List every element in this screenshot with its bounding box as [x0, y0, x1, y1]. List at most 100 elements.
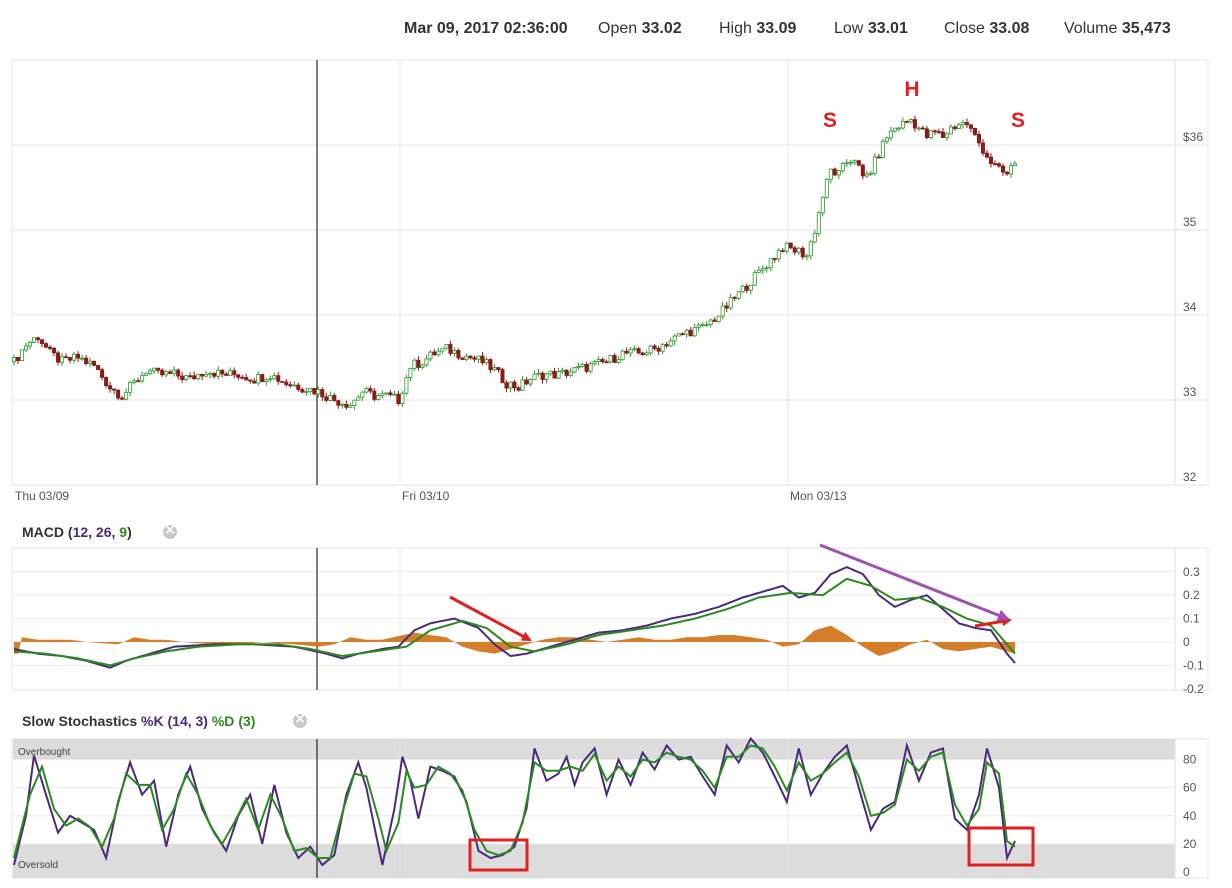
- candle: [536, 368, 541, 377]
- macd-y-tick-label: 0.2: [1183, 588, 1200, 602]
- candle: [408, 367, 413, 382]
- volume-readout: Volume 35,473: [1064, 20, 1171, 37]
- candle: [28, 340, 33, 350]
- candle: [180, 371, 185, 383]
- candle: [496, 366, 501, 373]
- candle: [464, 353, 469, 361]
- candle: [504, 380, 509, 393]
- candle: [712, 317, 717, 323]
- candle: [516, 386, 521, 392]
- candle: [628, 346, 633, 357]
- candle: [956, 123, 961, 130]
- price-y-tick-label: $36: [1183, 130, 1203, 144]
- candle: [108, 381, 113, 393]
- oversold-highlight-box: [967, 826, 1035, 867]
- candle: [76, 351, 81, 363]
- stochastics-panel-title: Slow Stochastics %K (14, 3) %D (3): [22, 713, 256, 729]
- candle: [32, 337, 37, 344]
- candle: [252, 377, 257, 384]
- candle: [592, 360, 597, 366]
- candle: [60, 352, 65, 366]
- candle: [996, 162, 1001, 168]
- candle: [420, 363, 425, 370]
- candle: [740, 284, 745, 294]
- candle: [448, 340, 453, 357]
- candle: [788, 242, 793, 250]
- candle: [440, 347, 445, 354]
- candle: [900, 117, 905, 130]
- candle: [600, 357, 605, 364]
- candle: [472, 355, 477, 363]
- candle: [120, 395, 125, 401]
- candle: [568, 367, 573, 378]
- candle: [652, 344, 657, 351]
- candle: [760, 264, 765, 274]
- candle: [492, 364, 497, 372]
- candle: [224, 372, 229, 376]
- candle: [528, 378, 533, 387]
- price-x-tick-label: Fri 03/10: [402, 489, 450, 503]
- candle: [164, 369, 169, 378]
- candle: [356, 395, 361, 401]
- price-panel[interactable]: $36 35 34 33 32 Thu 03/09 Fri 03/10 Mon 03/13: [11, 59, 1209, 503]
- candle: [416, 356, 421, 371]
- candle: [112, 388, 117, 395]
- candle: [348, 403, 353, 409]
- candle: [640, 351, 645, 356]
- overbought-label: Overbought: [18, 747, 70, 758]
- candle: [736, 290, 741, 301]
- candle: [476, 355, 481, 364]
- stochastics-panel[interactable]: Overbought Oversold 80 60 40 20 0: [11, 736, 1209, 880]
- candle: [384, 392, 389, 396]
- candle: [80, 354, 85, 361]
- candle: [52, 346, 57, 357]
- macd-remove-icon[interactable]: [163, 522, 177, 539]
- candle: [372, 387, 377, 402]
- candle: [532, 370, 537, 380]
- candle: [260, 373, 265, 382]
- candle: [872, 153, 877, 176]
- candle: [272, 372, 277, 381]
- candle: [380, 390, 385, 399]
- stochastics-remove-icon[interactable]: [293, 711, 307, 728]
- candle: [732, 295, 737, 302]
- candle: [552, 367, 557, 379]
- candle: [664, 341, 669, 349]
- candle: [888, 126, 893, 141]
- candle: [784, 241, 789, 254]
- candle: [752, 270, 757, 286]
- candle: [300, 387, 305, 394]
- candle: [11, 354, 16, 366]
- candle: [460, 357, 465, 360]
- candle: [856, 159, 861, 167]
- candle: [728, 293, 733, 310]
- candle: [780, 247, 785, 253]
- candle: [376, 393, 381, 401]
- candle: [424, 354, 429, 367]
- price-y-tick-label: 35: [1183, 215, 1197, 229]
- candle: [772, 257, 777, 263]
- oversold-label: Oversold: [18, 860, 58, 871]
- candle: [656, 345, 661, 355]
- candle: [320, 387, 325, 401]
- candle: [616, 356, 621, 364]
- datetime-readout: Mar 09, 2017 02:36:00: [404, 20, 568, 37]
- candle: [488, 358, 493, 374]
- candle: [684, 328, 689, 338]
- candle: [564, 369, 569, 379]
- candle: [960, 119, 965, 129]
- candle: [20, 349, 25, 361]
- candle: [196, 373, 201, 381]
- candle: [264, 377, 269, 386]
- macd-panel[interactable]: 0.3 0.2 0.1 0 -0.1 -0.2: [11, 547, 1209, 696]
- macd-y-tick-label: -0.1: [1183, 658, 1204, 672]
- right-shoulder-label: S: [1011, 109, 1025, 132]
- candle: [328, 391, 333, 402]
- candle: [500, 367, 505, 384]
- candle: [624, 347, 629, 355]
- candle: [720, 301, 725, 320]
- candle: [208, 372, 213, 379]
- candle: [576, 362, 581, 370]
- candle: [612, 353, 617, 363]
